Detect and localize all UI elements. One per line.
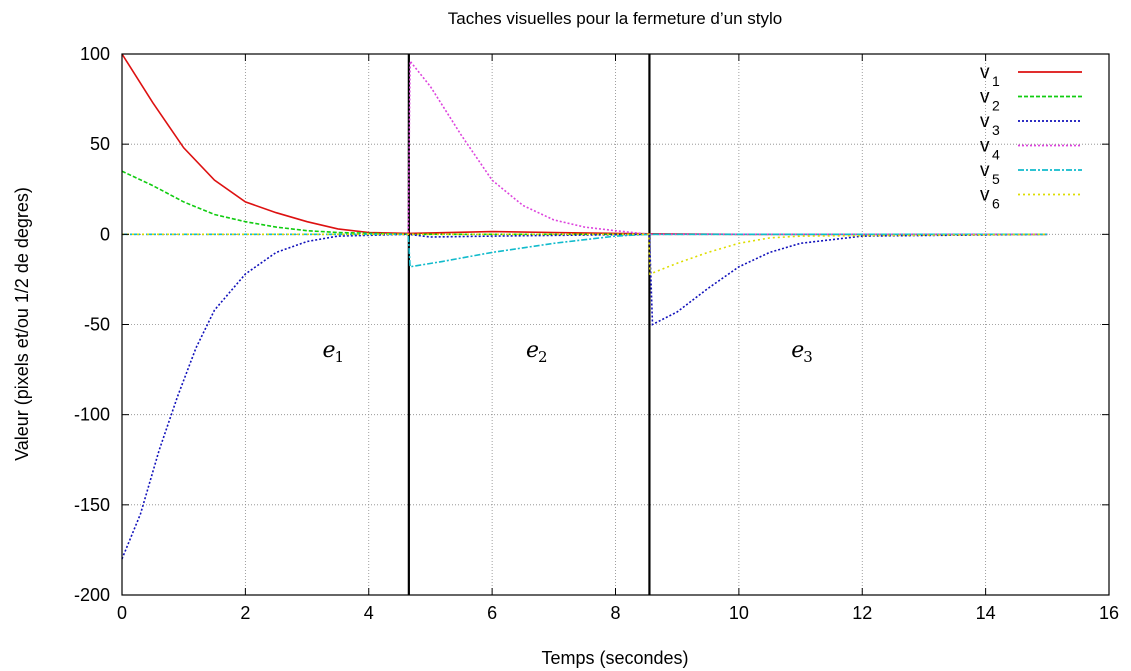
legend-label-v3: v xyxy=(980,111,990,132)
legend: v 1v 2v 3v 4v 5v 6 xyxy=(980,62,1082,212)
legend-label-sub: 1 xyxy=(992,73,1000,89)
legend-label-v5: v xyxy=(980,160,990,181)
y-tick-label: 50 xyxy=(90,134,110,154)
series-line-v2 xyxy=(121,170,1048,236)
legend-label-sub: 5 xyxy=(992,171,1000,187)
grid xyxy=(122,54,1109,595)
x-tick-label: 14 xyxy=(976,603,996,623)
series-line-v1 xyxy=(121,53,1048,236)
y-tick-label: -200 xyxy=(74,585,110,605)
legend-label-sub: 6 xyxy=(992,196,1000,212)
x-tick-label: 6 xyxy=(487,603,497,623)
series-group xyxy=(121,53,1048,560)
x-tick-label: 16 xyxy=(1099,603,1119,623)
series-line-v5 xyxy=(122,233,1048,268)
y-tick-label: 100 xyxy=(80,44,110,64)
y-tick-label: -150 xyxy=(74,495,110,515)
x-tick-label: 2 xyxy=(240,603,250,623)
phase-label-sub: 3 xyxy=(803,348,813,366)
legend-label-sub: 3 xyxy=(992,122,1000,138)
x-tick-label: 8 xyxy=(610,603,620,623)
phase-label-sub: 2 xyxy=(538,348,548,366)
y-axis-label: Valeur (pixels et/ou 1/2 de degres) xyxy=(12,187,32,461)
legend-label-v2: v xyxy=(980,87,990,108)
legend-label-v4: v xyxy=(980,136,990,157)
x-tick-label: 0 xyxy=(117,603,127,623)
x-tick-label: 4 xyxy=(364,603,374,623)
y-tick-label: -50 xyxy=(84,315,110,335)
phase-label-e1: e xyxy=(322,338,335,363)
y-tick-label: -100 xyxy=(74,405,110,425)
x-tick-label: 12 xyxy=(852,603,872,623)
series-line-v6 xyxy=(122,233,1048,276)
y-tick-label: 0 xyxy=(100,224,110,244)
phase-labels: e1 e2 e3 xyxy=(322,338,812,366)
legend-label-sub: 2 xyxy=(992,98,1000,114)
phase-boundaries xyxy=(407,54,651,595)
legend-label-v1: v xyxy=(980,62,990,83)
x-axis-label: Temps (secondes) xyxy=(541,648,688,668)
phase-label-e2: e xyxy=(526,338,539,363)
series-line-v4 xyxy=(122,58,1048,236)
legend-label-sub: 4 xyxy=(992,147,1000,163)
chart-title: Taches visuelles pour la fermeture d’un … xyxy=(448,9,783,28)
phase-label-sub: 1 xyxy=(334,348,344,366)
legend-label-v6: v xyxy=(980,185,990,206)
series-line-v3 xyxy=(121,233,1048,560)
x-tick-label: 10 xyxy=(729,603,749,623)
phase-label-e3: e xyxy=(791,338,804,363)
